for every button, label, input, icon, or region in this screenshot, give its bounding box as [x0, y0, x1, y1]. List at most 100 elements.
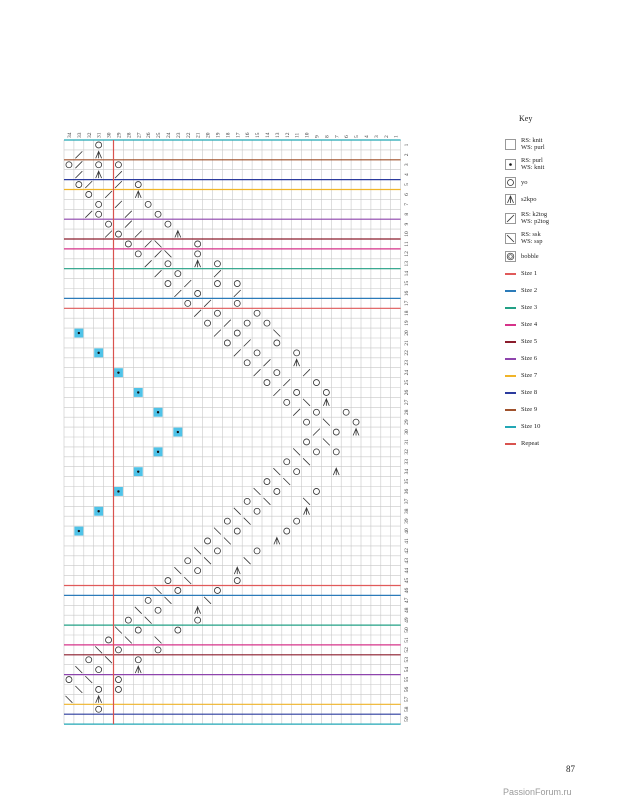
s2kpo-symbol	[352, 427, 360, 436]
ssk-symbol	[124, 636, 133, 644]
yo-symbol	[293, 517, 301, 525]
size-line-swatch	[505, 336, 516, 347]
ssk-symbol	[243, 517, 251, 525]
row-number: 44	[404, 568, 410, 574]
row-number: 24	[404, 370, 410, 376]
yo-symbol	[115, 676, 122, 683]
key-item: Size 6	[505, 353, 615, 364]
size-line-swatch	[505, 353, 516, 364]
bobble-dot	[117, 490, 120, 493]
row-number: 25	[404, 380, 410, 386]
swatch-line	[505, 391, 516, 394]
bobble-dot	[176, 430, 180, 434]
ssk-symbol	[263, 497, 271, 506]
yo-symbol	[124, 616, 132, 624]
k2tog-symbol	[263, 359, 271, 367]
row-number: 58	[404, 706, 410, 712]
k2tog-symbol	[114, 200, 123, 209]
yo-symbol	[95, 210, 103, 218]
k2tog-symbol	[85, 180, 93, 189]
size-line-swatch	[505, 438, 516, 449]
key-item: yo	[505, 177, 615, 188]
k2tog-symbol	[85, 210, 93, 218]
ssk-symbol	[302, 458, 311, 466]
size-line-swatch	[505, 268, 516, 279]
key-item: Repeat	[505, 438, 615, 449]
row-number: 31	[404, 439, 410, 445]
yo-symbol	[233, 280, 241, 287]
yo-symbol	[174, 626, 182, 634]
yo-symbol	[313, 448, 320, 456]
row-number: 39	[404, 518, 410, 524]
column-number: 16	[245, 132, 251, 138]
yo-symbol	[263, 478, 271, 485]
column-number: 11	[295, 132, 301, 138]
k2tog-symbol	[75, 151, 83, 159]
key-label: RS: ssk WS: ssp	[521, 231, 543, 245]
row-number: 53	[404, 657, 410, 663]
bobble-dot	[117, 371, 120, 374]
row-number: 16	[404, 290, 410, 296]
ssk-symbol	[164, 250, 172, 258]
column-number: 23	[176, 132, 182, 138]
yo-symbol	[105, 636, 112, 644]
swatch-line	[505, 306, 516, 309]
watermark: PassionForum.ru	[503, 787, 572, 797]
yo-symbol	[65, 161, 73, 169]
ssk-symbol	[273, 329, 281, 337]
ssk-symbol	[223, 537, 232, 545]
column-number: 1	[394, 135, 400, 138]
yo-symbol	[204, 537, 211, 545]
k2tog-symbol	[233, 289, 241, 298]
yo-symbol	[223, 339, 231, 347]
k2tog-symbol	[233, 349, 241, 357]
row-number: 6	[404, 193, 410, 196]
row-number: 38	[404, 508, 410, 514]
key-label: Size 10	[521, 423, 541, 430]
ssk-symbol	[213, 527, 222, 535]
s2kpo-symbol	[303, 506, 310, 515]
row-number: 20	[404, 330, 410, 336]
k2tog-symbol	[302, 368, 311, 377]
yo-symbol	[233, 577, 241, 584]
column-number: 34	[67, 132, 73, 138]
ssk-symbol	[203, 557, 212, 565]
k2tog-symbol	[505, 212, 516, 224]
key-label: Repeat	[521, 440, 540, 447]
yo-symbol	[95, 686, 103, 693]
key-label: RS: purl WS: knit	[521, 157, 545, 171]
k2tog-symbol	[283, 378, 291, 387]
key-item: Size 8	[505, 387, 615, 398]
column-number: 22	[186, 132, 192, 138]
yo-symbol	[233, 527, 241, 535]
k2tog-symbol	[243, 339, 251, 347]
column-number: 33	[77, 132, 83, 138]
k2tog-symbol	[174, 289, 182, 298]
ssk-symbol	[154, 240, 162, 248]
s2kpo-symbol	[134, 665, 142, 674]
bobble-dot	[97, 510, 100, 513]
yo-symbol	[124, 240, 132, 248]
ssk-symbol	[75, 685, 83, 694]
yo-symbol	[134, 250, 142, 258]
row-number: 45	[404, 578, 410, 584]
yo-symbol	[243, 319, 251, 327]
s2kpo-symbol	[95, 170, 102, 179]
ssk-symbol	[203, 596, 212, 605]
row-number: 11	[404, 241, 410, 247]
size-line-swatch	[505, 319, 516, 330]
bobble-dot	[156, 411, 160, 414]
yo-symbol	[194, 250, 202, 258]
key-label: Size 2	[521, 287, 538, 294]
yo-symbol	[303, 438, 310, 446]
column-number: 6	[344, 135, 350, 138]
yo-symbol	[115, 686, 122, 693]
key-item: Size 1	[505, 268, 615, 279]
column-number: 30	[107, 132, 113, 138]
key-label: Size 3	[521, 304, 538, 311]
row-number: 18	[404, 310, 410, 316]
bobble-dot	[137, 470, 140, 473]
yo-symbol	[194, 567, 202, 575]
row-number: 48	[404, 607, 410, 613]
ssk-symbol	[283, 477, 291, 486]
